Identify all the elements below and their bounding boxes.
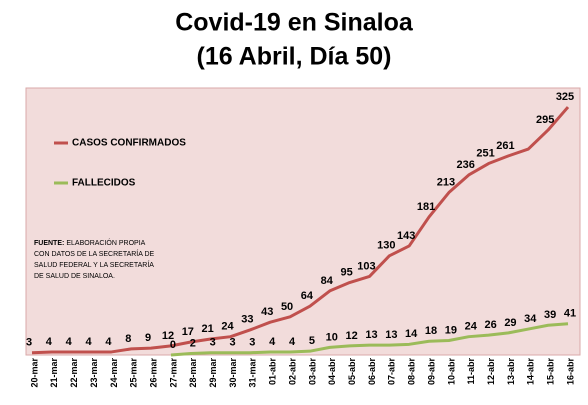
x-tick-label: 27-mar	[168, 358, 178, 388]
x-tick-label: 30-mar	[228, 358, 238, 388]
data-label: 21	[202, 323, 214, 335]
x-tick-label: 20-mar	[29, 358, 39, 388]
note-line: SALUD FEDERAL Y LA SECRETARÍA	[34, 260, 154, 269]
data-label: 261	[496, 140, 514, 152]
data-label: 3	[229, 337, 235, 349]
note-line: ELABORACIÓN PROPIA	[66, 238, 145, 247]
chart-subtitle: (16 Abril, Día 50)	[197, 43, 392, 71]
plot-area	[25, 87, 581, 356]
legend-label: CASOS CONFIRMADOS	[72, 138, 186, 149]
x-tick-label: 01-abr	[268, 358, 278, 386]
data-label: 236	[457, 159, 475, 171]
data-label: 64	[301, 290, 314, 302]
data-label: 13	[385, 329, 397, 341]
data-label: 4	[105, 336, 112, 348]
data-label: 130	[377, 240, 395, 252]
data-label: 103	[357, 260, 375, 272]
data-label: 41	[564, 308, 576, 320]
data-label: 84	[321, 275, 334, 287]
data-label: 3	[249, 337, 255, 349]
data-label: 34	[524, 313, 537, 325]
data-label: 9	[145, 332, 151, 344]
data-label: 33	[241, 314, 253, 326]
x-tick-label: 28-mar	[188, 358, 198, 388]
chart-title: Covid-19 en Sinaloa	[175, 9, 414, 37]
note: FUENTE: ELABORACIÓN PROPIA CON DATOS DE LA…	[34, 238, 155, 280]
data-label: 24	[221, 321, 234, 333]
data-label: 4	[66, 336, 73, 348]
data-label: 3	[26, 337, 32, 349]
x-tick-label: 04-abr	[327, 358, 337, 386]
x-tick-label: 11-abr	[466, 358, 476, 385]
note-line: DE SALUD DE SINALOA.	[34, 273, 115, 280]
data-label: 24	[465, 321, 478, 333]
data-label: 13	[365, 329, 377, 341]
data-label: 181	[417, 201, 435, 213]
x-tick-label: 31-mar	[248, 358, 258, 388]
x-tick-label: 21-mar	[49, 358, 59, 388]
data-label: 8	[125, 333, 131, 345]
x-tick-label: 02-abr	[287, 358, 297, 386]
data-label: 5	[309, 335, 315, 347]
legend-label: FALLECIDOS	[72, 178, 136, 189]
data-label: 95	[341, 266, 353, 278]
data-label: 39	[544, 309, 556, 321]
x-tick-label: 15-abr	[546, 358, 556, 386]
x-tick-label: 13-abr	[506, 358, 516, 386]
data-label: 17	[182, 326, 194, 338]
series-line	[170, 322, 569, 357]
data-label: 0	[170, 339, 176, 351]
x-tick-label: 08-abr	[407, 358, 417, 386]
data-label: 213	[437, 176, 455, 188]
x-tick-label: 26-mar	[148, 358, 158, 388]
data-label: 19	[445, 324, 457, 336]
x-tick-label: 24-mar	[109, 358, 119, 388]
data-label: 4	[289, 336, 296, 348]
data-label: 251	[476, 147, 494, 159]
note-title: FUENTE:	[34, 240, 64, 247]
data-label: 18	[425, 325, 437, 337]
x-tick-label: 06-abr	[367, 358, 377, 386]
x-tick-label: 09-abr	[426, 358, 436, 386]
data-label: 29	[504, 317, 516, 329]
x-tick-label: 05-abr	[347, 358, 357, 386]
data-label: 325	[556, 91, 574, 103]
data-label: 143	[397, 230, 415, 242]
x-tick-label: 03-abr	[307, 358, 317, 386]
data-label: 3	[210, 337, 216, 349]
data-label: 43	[261, 306, 273, 318]
data-label: 295	[536, 114, 554, 126]
x-tick-label: 14-abr	[526, 358, 536, 386]
x-tick-label: 25-mar	[129, 358, 139, 388]
note-line: CON DATOS DE LA SECRETARÍA DE	[34, 249, 155, 258]
x-tick-label: 29-mar	[208, 358, 218, 388]
data-label: 10	[326, 331, 338, 343]
series-line	[31, 106, 570, 355]
data-label: 2	[190, 337, 196, 349]
x-tick-label: 22-mar	[69, 358, 79, 388]
x-tick-label: 10-abr	[446, 358, 456, 386]
x-tick-label: 23-mar	[89, 358, 99, 388]
data-label: 14	[405, 328, 418, 340]
data-label: 4	[85, 336, 92, 348]
data-label: 12	[162, 330, 174, 342]
data-label: 4	[269, 336, 276, 348]
data-label: 4	[46, 336, 53, 348]
data-label: 50	[281, 301, 293, 313]
data-label: 26	[484, 319, 496, 331]
data-label: 12	[346, 330, 358, 342]
x-tick-label: 07-abr	[387, 358, 397, 386]
x-tick-label: 12-abr	[486, 358, 496, 386]
x-tick-label: 16-abr	[565, 358, 575, 386]
